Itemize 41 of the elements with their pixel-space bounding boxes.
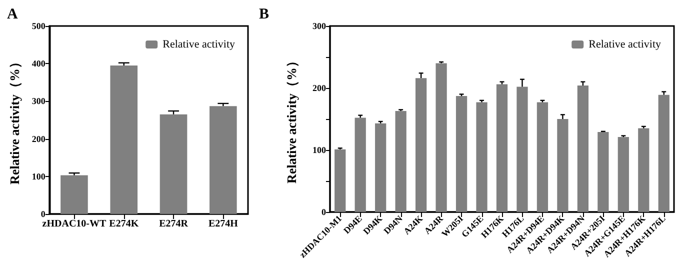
y-tick-label: 400 — [32, 58, 46, 69]
bar — [476, 102, 488, 212]
bar — [577, 86, 589, 212]
bar — [354, 118, 366, 212]
bar — [436, 63, 447, 212]
chart-title: B — [259, 6, 270, 22]
y-tick-label: 0 — [322, 207, 326, 217]
bar — [210, 106, 237, 214]
bar — [456, 96, 468, 212]
legend-label: Relative activity — [588, 38, 662, 50]
bar — [598, 132, 609, 212]
legend-label: Relative activity — [162, 38, 236, 50]
bar — [375, 123, 386, 212]
y-tick-label: 300 — [312, 21, 326, 31]
bar — [415, 78, 427, 212]
y-tick-label: 200 — [32, 134, 46, 144]
bar — [160, 114, 188, 214]
y-tick-label: 100 — [32, 171, 46, 182]
x-tick-label: E274H — [208, 218, 238, 230]
chart-title: A — [7, 6, 18, 22]
y-axis-title: Relative activity（%） — [7, 56, 22, 184]
y-tick-label: 100 — [312, 145, 326, 155]
y-tick-label: 200 — [312, 83, 326, 93]
bar — [638, 128, 650, 212]
bar — [557, 119, 568, 212]
bar — [60, 175, 88, 214]
x-tick-label: E274R — [159, 218, 189, 230]
bar — [536, 102, 548, 212]
y-axis-title: Relative activity（%） — [284, 54, 299, 184]
bar — [395, 110, 406, 212]
bar — [496, 84, 508, 212]
bar — [334, 149, 346, 212]
bar — [658, 94, 670, 212]
bar — [516, 86, 528, 212]
x-tick-label: E274K — [109, 218, 139, 230]
y-tick-label: 300 — [32, 96, 46, 106]
x-tick-label: zHDAC10-WT — [42, 218, 106, 230]
bar — [110, 65, 138, 214]
y-tick-label: 500 — [32, 21, 46, 31]
y-tick-label: 0 — [40, 209, 46, 219]
bar — [618, 136, 629, 212]
